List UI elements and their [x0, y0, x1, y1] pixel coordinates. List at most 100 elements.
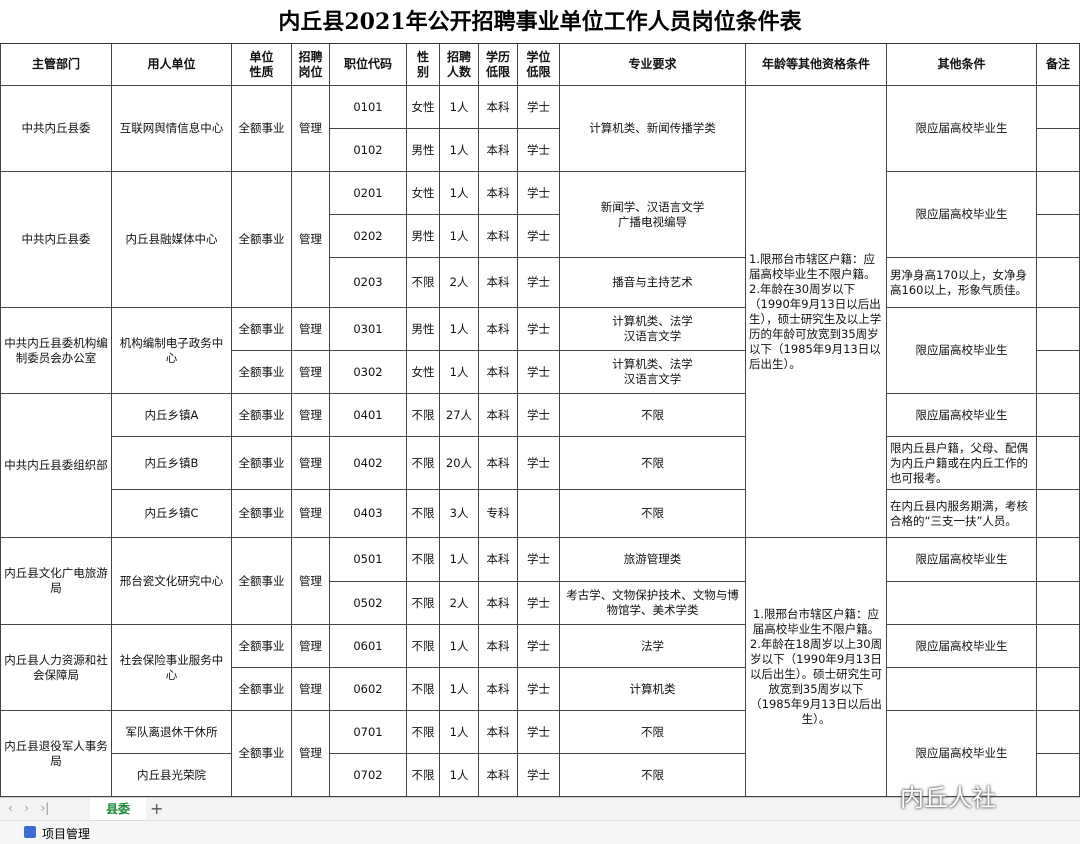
column-header: 招聘 人数: [440, 44, 479, 86]
table-cell: 0601: [330, 625, 407, 668]
status-text[interactable]: 项目管理: [42, 827, 91, 841]
table-cell: 学士: [518, 129, 560, 172]
table-cell: [1037, 538, 1080, 582]
table-cell: 本科: [479, 582, 518, 625]
table-cell: 1人: [440, 711, 479, 754]
table-cell: 0702: [330, 754, 407, 797]
table-cell: 新闻学、汉语言文学 广播电视编导: [560, 172, 746, 258]
table-cell: 管理: [292, 490, 330, 538]
table-cell: 0401: [330, 394, 407, 437]
table-cell: 全额事业: [232, 490, 292, 538]
sheet-tab-bar: ‹ › ›| 县委 +: [0, 797, 1080, 822]
table-cell: 管理: [292, 668, 330, 711]
add-sheet[interactable]: +: [150, 799, 164, 818]
table-cell: 内丘县光荣院: [112, 754, 232, 797]
table-cell: 不限: [560, 754, 746, 797]
table-cell: [1037, 308, 1080, 351]
table-cell: 0301: [330, 308, 407, 351]
table-cell: 本科: [479, 538, 518, 582]
table-cell: 本科: [479, 172, 518, 215]
table-cell: 不限: [407, 668, 440, 711]
table-cell: 军队离退休干休所: [112, 711, 232, 754]
table-cell: 限应届高校毕业生: [887, 86, 1037, 172]
table-cell: 内丘县人力资源和社会保障局: [0, 625, 112, 711]
table-cell: 1人: [440, 129, 479, 172]
table-cell: 限应届高校毕业生: [887, 308, 1037, 394]
column-header: 性 别: [407, 44, 440, 86]
table-cell: 不限: [560, 711, 746, 754]
table-cell: 计算机类、新闻传播学类: [560, 86, 746, 172]
table-cell: 0602: [330, 668, 407, 711]
table-cell: [1037, 86, 1080, 129]
table-cell: 0201: [330, 172, 407, 215]
table-cell: 学士: [518, 437, 560, 490]
sheet-tab[interactable]: 县委: [90, 798, 146, 822]
table-cell: 2人: [440, 258, 479, 308]
table-cell: 3人: [440, 490, 479, 538]
table-cell: 专科: [479, 490, 518, 538]
table-cell: 0502: [330, 582, 407, 625]
column-header: 主管部门: [0, 44, 112, 86]
table-cell: 本科: [479, 258, 518, 308]
table-cell: 学士: [518, 351, 560, 394]
table-cell: 全额事业: [232, 86, 292, 172]
table-cell: 限应届高校毕业生: [887, 394, 1037, 437]
table-cell: 管理: [292, 172, 330, 308]
table-cell: 全额事业: [232, 437, 292, 490]
table-cell: 内丘乡镇C: [112, 490, 232, 538]
table-cell: 不限: [407, 711, 440, 754]
table-cell: [1037, 172, 1080, 215]
table-cell: 不限: [407, 538, 440, 582]
table-cell: [887, 582, 1037, 625]
table-cell: 学士: [518, 582, 560, 625]
table-cell: [1037, 754, 1080, 797]
table-cell: 限内丘县户籍，父母、配偶为内丘户籍或在内丘工作的也可报考。: [887, 437, 1037, 490]
table-cell: 本科: [479, 668, 518, 711]
table-cell: 不限: [407, 258, 440, 308]
table-cell: 0101: [330, 86, 407, 129]
table-cell: 1人: [440, 538, 479, 582]
table-cell: 男净身高170以上，女净身高160以上，形象气质佳。: [887, 258, 1037, 308]
nav-arrows[interactable]: ‹ › ›|: [8, 801, 50, 815]
table-cell: 1人: [440, 668, 479, 711]
table-cell: 不限: [407, 437, 440, 490]
table-cell: 学士: [518, 668, 560, 711]
table-cell: 不限: [407, 582, 440, 625]
table-cell: 计算机类: [560, 668, 746, 711]
table-cell: 本科: [479, 625, 518, 668]
table-cell: 20人: [440, 437, 479, 490]
table-cell: 全额事业: [232, 668, 292, 711]
table-cell: 1.限邢台市辖区户籍：应届高校毕业生不限户籍。 2.年龄在18周岁以上30周岁以…: [746, 538, 887, 797]
table-cell: 本科: [479, 754, 518, 797]
table-cell: [1037, 258, 1080, 308]
table-cell: 不限: [407, 394, 440, 437]
table-cell: 内丘乡镇A: [112, 394, 232, 437]
table-cell: 男性: [407, 215, 440, 258]
table-cell: 中共内丘县委组织部: [0, 394, 112, 538]
table-cell: 女性: [407, 86, 440, 129]
watermark: 内丘人社: [900, 784, 996, 812]
table-cell: 学士: [518, 394, 560, 437]
table-cell: 邢台瓷文化研究中心: [112, 538, 232, 625]
table-cell: 本科: [479, 308, 518, 351]
table-cell: 27人: [440, 394, 479, 437]
table-cell: 学士: [518, 86, 560, 129]
column-header: 学历 低限: [479, 44, 518, 86]
table-cell: 1.限邢台市辖区户籍：应届高校毕业生不限户籍。 2.年龄在30周岁以下（1990…: [746, 86, 887, 538]
table-cell: 0203: [330, 258, 407, 308]
table-cell: 中共内丘县委机构编制委员会办公室: [0, 308, 112, 394]
table-cell: 在内丘县内服务期满，考核合格的“三支一扶”人员。: [887, 490, 1037, 538]
table-cell: [1037, 668, 1080, 711]
table-cell: 管理: [292, 625, 330, 668]
table-cell: 限应届高校毕业生: [887, 625, 1037, 668]
table-cell: 管理: [292, 351, 330, 394]
table-cell: 0302: [330, 351, 407, 394]
table-cell: 中共内丘县委: [0, 172, 112, 308]
table-cell: 计算机类、法学 汉语言文学: [560, 308, 746, 351]
table-cell: 限应届高校毕业生: [887, 538, 1037, 582]
table-cell: 0403: [330, 490, 407, 538]
status-bar: 项目管理: [0, 820, 1080, 844]
table-cell: 学士: [518, 258, 560, 308]
table-cell: 学士: [518, 754, 560, 797]
table-cell: [518, 490, 560, 538]
